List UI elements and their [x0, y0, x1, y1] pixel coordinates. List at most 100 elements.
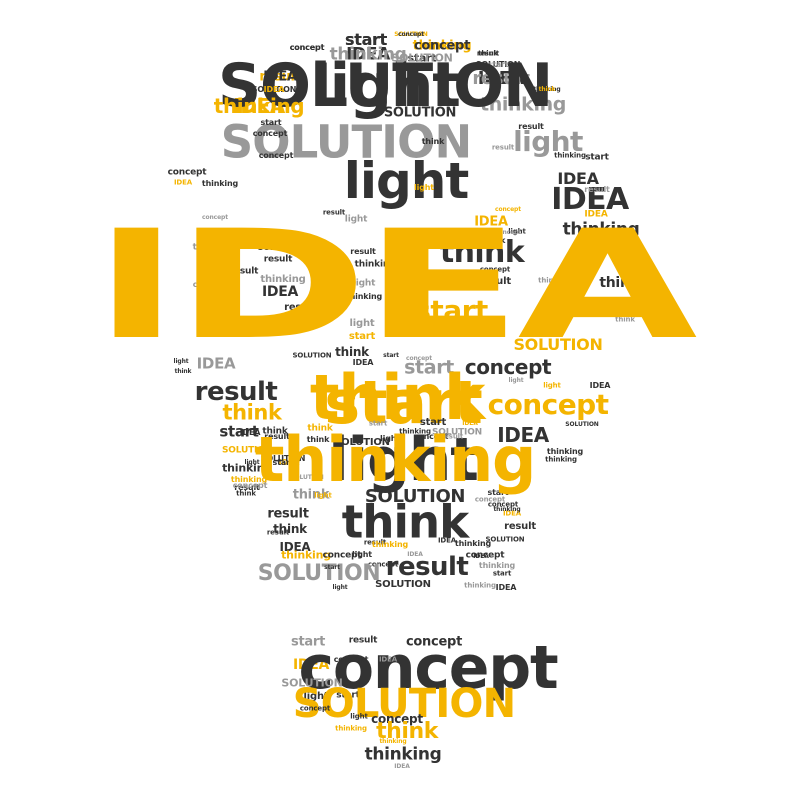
word-solution: SOLUTION [260, 454, 306, 463]
word-solution: SOLUTION [394, 31, 428, 38]
word-idea: IDEA [263, 85, 285, 94]
word-concept: concept [495, 229, 521, 236]
word-idea: IDEA [279, 540, 311, 554]
word-concept: concept [192, 280, 228, 289]
word-start: start [336, 690, 360, 701]
word-start: start [260, 118, 282, 127]
word-thinking: thinking [533, 86, 561, 93]
word-thinking: thinking [222, 461, 272, 475]
word-thinking: thinking [192, 242, 234, 253]
word-solution: SOLUTION [218, 51, 553, 121]
word-light: light [328, 425, 479, 495]
word-thinking: thinking [546, 447, 584, 456]
word-concept: concept [405, 634, 463, 650]
word-think: think [615, 315, 635, 324]
word-light: light [380, 434, 400, 443]
word-thinking: thinking [201, 179, 239, 188]
word-thinking: thinking [329, 44, 407, 65]
word-start: start [414, 294, 488, 327]
word-idea: IDEA [239, 428, 261, 437]
word-light: light [332, 584, 348, 591]
word-concept: concept [413, 432, 449, 441]
word-think: think [307, 423, 333, 434]
word-start: start [197, 304, 219, 313]
word-result: result [476, 49, 500, 58]
word-start: start [345, 30, 387, 49]
word-start: start [419, 417, 447, 428]
word-result: result [284, 302, 316, 313]
word-idea-large: IDEA [93, 199, 697, 373]
word-result: result [266, 528, 290, 537]
word-idea: IDEA [437, 536, 457, 545]
word-light: light [349, 318, 375, 329]
word-concept: concept [298, 633, 559, 703]
word-idea: IDEA [502, 509, 522, 518]
word-result: result [504, 521, 536, 532]
word-start: start [487, 60, 509, 69]
word-solution: SOLUTION [391, 51, 453, 65]
word-think: think [174, 368, 192, 375]
word-start: start [324, 564, 340, 571]
word-result: result [518, 122, 544, 131]
word-solution: SOLUTION [281, 676, 343, 690]
word-idea: IDEA [497, 423, 549, 447]
word-light: light [414, 183, 434, 192]
word-idea: IDEA [278, 458, 300, 467]
word-idea: IDEA [589, 381, 611, 390]
word-think: think [617, 257, 637, 266]
word-result: result [200, 291, 226, 300]
word-light: light [344, 214, 368, 225]
word-think: think [273, 522, 307, 536]
word-think: think [306, 435, 330, 444]
word-concept: concept [413, 38, 471, 54]
word-concept: concept [465, 550, 505, 561]
word-concept: concept [495, 206, 521, 213]
word-solution: SOLUTION [257, 243, 303, 252]
word-thinking: thinking [399, 427, 431, 436]
word-light: light [543, 381, 561, 390]
word-light: light [201, 312, 225, 323]
word-light: light [605, 297, 639, 313]
word-thinking: thinking [562, 219, 640, 240]
word-concept: concept [333, 655, 369, 664]
word-idea: IDEA [551, 182, 629, 217]
word-think: think [222, 400, 282, 425]
word-result: result [259, 69, 301, 85]
word-thinking: thinking [335, 724, 367, 733]
word-concept: concept [406, 355, 432, 362]
word-start: start [407, 51, 437, 65]
word-solution: SOLUTION [221, 445, 273, 456]
word-solution: SOLUTION [475, 60, 521, 69]
word-concept: concept [289, 43, 325, 52]
word-start: start [219, 422, 259, 441]
word-start: start [492, 569, 512, 578]
word-concept: concept [479, 265, 511, 274]
word-concept: concept [258, 151, 294, 160]
word-start: start [324, 368, 482, 438]
word-concept: concept [474, 495, 506, 504]
word-result: result [440, 432, 464, 441]
word-idea: IDEA [378, 655, 398, 664]
word-solution: SOLUTION [292, 681, 516, 727]
word-thinking: thinking [493, 506, 521, 513]
word-thinking: thinking [364, 744, 442, 765]
word-think-large: think [309, 361, 485, 434]
word-concept: concept [232, 481, 268, 490]
word-result: result [584, 185, 610, 194]
word-thinking: thinking [345, 292, 383, 301]
word-result: result [385, 552, 469, 582]
word-thinking: thinking [379, 738, 407, 745]
word-light: light [508, 227, 526, 236]
word-idea: IDEA [474, 214, 508, 230]
word-idea: IDEA [346, 44, 390, 65]
word-result: result [363, 538, 387, 547]
word-thinking: thinking [213, 94, 305, 118]
word-solution: SOLUTION [375, 579, 431, 590]
word-idea: IDEA [352, 358, 374, 367]
word-light: light [310, 51, 461, 121]
word-think: think [292, 487, 330, 503]
word-idea: IDEA [292, 657, 330, 673]
word-start: start [348, 331, 376, 342]
word-thinking: thinking [263, 315, 309, 326]
